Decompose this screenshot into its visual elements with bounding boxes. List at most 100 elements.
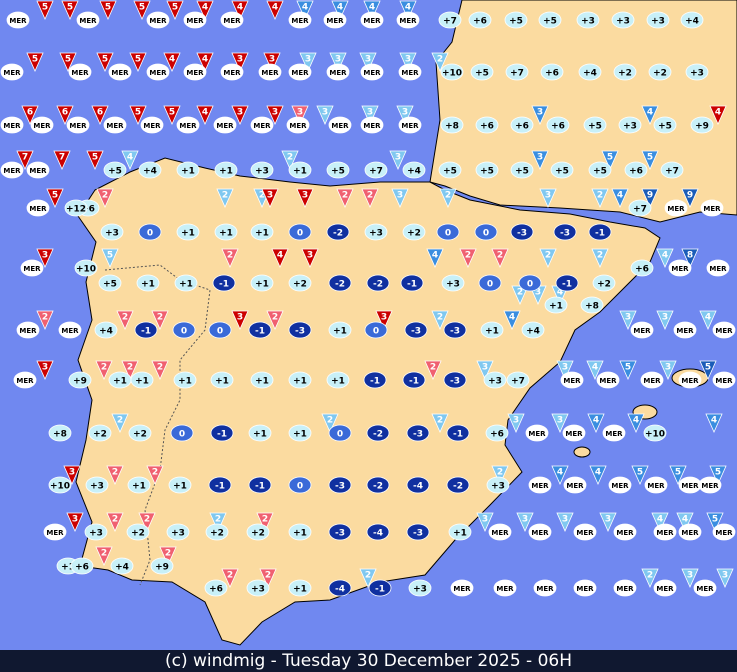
wind-speed: 2 <box>272 313 278 323</box>
temperature-label <box>660 161 684 179</box>
temperature-label <box>510 223 534 241</box>
wind-speed: 3 <box>605 515 611 525</box>
temperature-text: -1 <box>370 377 380 387</box>
wind-speed: 3 <box>302 191 308 201</box>
temperature-text: +3 <box>690 69 704 79</box>
temperature-text: 0 <box>181 327 187 337</box>
temperature-label <box>678 371 702 389</box>
temperature-label <box>706 259 730 277</box>
wind-arrow <box>163 105 181 125</box>
temperature-label <box>108 63 132 81</box>
wind-speed: 3 <box>367 108 373 118</box>
temperature-text: +4 <box>407 167 421 177</box>
temperature-label <box>48 424 72 442</box>
temperature-label <box>630 321 654 339</box>
temperature-text: MER <box>223 17 241 25</box>
temperature-label <box>576 11 600 29</box>
temperature-label <box>210 371 234 389</box>
wind-speed: 2 <box>101 363 107 373</box>
temperature-text: -2 <box>333 229 343 239</box>
temperature-text: -3 <box>413 430 423 440</box>
temperature-text: -1 <box>453 430 463 440</box>
map: 5 5 5 5 5 4 4 4 4 4 4 4 5 5 5 5 4 4 3 3 3 3 3 3 2 6 6 6 5 5 4 3 3 3 3 3 3 3 4 4… <box>0 0 737 646</box>
temperature-text: +8 <box>445 122 459 132</box>
temperature-text: MER <box>715 327 733 335</box>
wind-arrow <box>516 512 534 532</box>
temperature-label <box>602 424 626 442</box>
temperature-text: MER <box>216 122 234 130</box>
wind-arrow <box>106 465 124 485</box>
temperature-text: +1 <box>453 529 467 539</box>
temperature-text: +5 <box>515 167 529 177</box>
wind-arrow <box>159 546 177 566</box>
temperature-label <box>518 274 542 292</box>
wind-arrow <box>256 512 274 532</box>
temperature-label <box>544 296 568 314</box>
wind-arrow <box>96 52 114 72</box>
temperature-text: +3 <box>651 17 665 27</box>
temperature-label <box>673 321 697 339</box>
temperature-label <box>475 116 499 134</box>
wind-arrow <box>641 150 659 170</box>
wind-speed: 5 <box>135 55 141 65</box>
temperature-label <box>328 476 352 494</box>
temperature-label <box>550 161 574 179</box>
temperature-text: MER <box>599 377 617 385</box>
temperature-label <box>690 116 714 134</box>
temperature-text: MER <box>3 122 21 130</box>
temperature-text: +10 <box>442 69 462 79</box>
temperature-label <box>402 371 426 389</box>
temperature-text: MER <box>715 377 733 385</box>
wind-arrow <box>627 413 645 433</box>
temperature-label <box>510 116 534 134</box>
wind-speed: 2 <box>430 363 436 373</box>
temperature-text: -1 <box>595 229 605 239</box>
temperature-text: +5 <box>555 167 569 177</box>
temperature-text: -3 <box>335 529 345 539</box>
temperature-text: +1 <box>549 302 563 312</box>
temperature-text: MER <box>496 585 514 593</box>
wind-arrow <box>26 52 44 72</box>
wind-arrow <box>46 188 64 208</box>
wind-arrow <box>399 0 417 20</box>
temperature-label <box>485 424 509 442</box>
wind-speed: 4 <box>202 3 208 13</box>
wind-speed: 7 <box>22 153 28 163</box>
temperature-label <box>406 424 430 442</box>
temperature-label <box>446 476 470 494</box>
wind-speed: 3 <box>305 55 311 65</box>
wind-speed: 4 <box>657 515 663 525</box>
temperature-text: MER <box>656 585 674 593</box>
temperature-text: +1 <box>293 529 307 539</box>
temperature-label <box>562 424 586 442</box>
wind-arrow <box>129 52 147 72</box>
temperature-text: +1 <box>181 167 195 177</box>
temperature-label <box>250 223 274 241</box>
wind-arrow <box>111 413 129 433</box>
wind-speed: 3 <box>662 313 668 323</box>
wind-arrow <box>86 150 104 170</box>
temperature-text: +3 <box>105 229 119 239</box>
temperature-label <box>680 11 704 29</box>
temperature-label <box>402 223 426 241</box>
wind-speed: 2 <box>597 191 603 201</box>
wind-speed: 2 <box>259 191 265 201</box>
temperature-text: +7 <box>510 69 524 79</box>
wind-arrow <box>116 310 134 330</box>
temperature-text: MER <box>681 529 699 537</box>
temperature-text: -4 <box>373 529 383 539</box>
wind-arrow <box>531 150 549 170</box>
temperature-label <box>288 321 312 339</box>
wind-arrow <box>59 52 77 72</box>
temperature-text: -1 <box>407 280 417 290</box>
wind-speed: 3 <box>482 363 488 373</box>
temperature-label <box>700 199 724 217</box>
temperature-label <box>653 579 677 597</box>
temperature-label <box>400 274 424 292</box>
temperature-label <box>98 274 122 292</box>
markers: 5 5 5 5 5 4 4 4 4 4 4 4 5 5 5 5 4 4 3 3 3 3 3 3 2 6 6 6 5 5 4 3 3 3 3 3 3 3 4 4… <box>0 0 736 597</box>
temperature-label <box>150 557 174 575</box>
temperature-text: -2 <box>453 482 463 492</box>
wind-arrow <box>101 248 119 268</box>
temperature-text: MER <box>453 585 471 593</box>
